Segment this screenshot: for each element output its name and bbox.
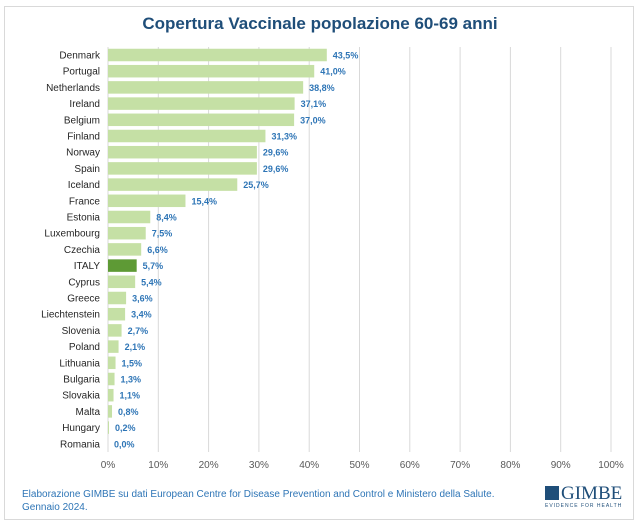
data-label: 5,4%	[141, 277, 162, 287]
source-line-2: Gennaio 2024.	[22, 502, 88, 513]
bar	[108, 243, 142, 256]
category-label: Lithuania	[59, 358, 100, 369]
data-label: 37,1%	[301, 99, 327, 109]
category-label: Belgium	[64, 115, 100, 126]
data-label: 0,0%	[114, 439, 135, 449]
category-label: Slovakia	[62, 391, 100, 402]
bar	[108, 324, 122, 337]
x-tick-label: 0%	[101, 460, 116, 471]
category-label: Spain	[74, 164, 100, 175]
logo-icon	[545, 486, 559, 500]
data-label: 1,1%	[120, 391, 141, 401]
gimbe-logo: GIMBE EVIDENCE FOR HEALTH	[545, 483, 623, 509]
category-label: Slovenia	[62, 326, 101, 337]
category-label: Luxembourg	[44, 229, 100, 240]
category-label: Poland	[69, 342, 100, 353]
bar	[108, 64, 315, 78]
category-label: Netherlands	[46, 83, 100, 94]
category-label: Finland	[67, 132, 100, 143]
data-label: 6,6%	[147, 245, 168, 255]
bar	[108, 226, 146, 240]
data-label: 41,0%	[320, 67, 346, 77]
x-tick-label: 70%	[450, 460, 470, 471]
category-label: Liechtenstein	[41, 310, 100, 321]
x-tick-label: 20%	[199, 460, 219, 471]
bar	[108, 388, 114, 402]
x-tick-label: 10%	[148, 460, 168, 471]
bar	[108, 145, 257, 159]
category-label: France	[69, 196, 101, 207]
bar	[108, 48, 327, 62]
bar	[108, 113, 295, 127]
x-tick-label: 80%	[500, 460, 520, 471]
source-note: Elaborazione GIMBE su dati European Cent…	[22, 488, 494, 514]
bar	[108, 421, 110, 434]
category-label: Portugal	[63, 67, 100, 78]
chart-frame	[4, 6, 634, 520]
source-line-1: Elaborazione GIMBE su dati European Cent…	[22, 489, 495, 500]
category-label: Ireland	[69, 99, 100, 110]
category-label: Bulgaria	[63, 375, 100, 386]
bar	[108, 307, 126, 321]
data-label: 1,5%	[122, 358, 143, 368]
x-tick-label: 60%	[400, 460, 420, 471]
data-label: 2,1%	[125, 342, 146, 352]
bar	[108, 372, 115, 386]
category-label: Czechia	[64, 245, 101, 256]
x-tick-label: 30%	[249, 460, 269, 471]
bar	[108, 259, 137, 272]
x-tick-label: 50%	[349, 460, 369, 471]
data-label: 0,2%	[115, 423, 136, 433]
data-label: 2,7%	[128, 326, 149, 336]
data-label: 43,5%	[333, 51, 359, 61]
data-label: 29,6%	[263, 148, 289, 158]
data-label: 31,3%	[271, 132, 297, 142]
category-label: ITALY	[74, 261, 101, 272]
bar	[108, 97, 295, 110]
category-label: Norway	[66, 148, 100, 159]
data-label: 29,6%	[263, 164, 289, 174]
data-label: 37,0%	[300, 115, 326, 125]
bar	[108, 405, 113, 418]
bar	[108, 129, 266, 143]
data-label: 0,8%	[118, 407, 139, 417]
category-label: Cyprus	[68, 277, 100, 288]
bar	[108, 356, 116, 370]
bar	[108, 210, 151, 224]
data-label: 3,6%	[132, 294, 153, 304]
bar	[108, 178, 238, 191]
data-label: 5,7%	[143, 261, 164, 271]
category-label: Greece	[67, 294, 100, 305]
data-label: 8,4%	[156, 213, 177, 223]
data-label: 7,5%	[152, 229, 173, 239]
category-label: Malta	[76, 407, 101, 418]
category-label: Denmark	[59, 51, 101, 62]
bar	[108, 340, 119, 353]
category-label: Iceland	[68, 180, 100, 191]
x-tick-label: 90%	[551, 460, 571, 471]
x-tick-label: 40%	[299, 460, 319, 471]
data-label: 25,7%	[243, 180, 269, 190]
chart-title: Copertura Vaccinale popolazione 60-69 an…	[142, 14, 498, 33]
category-label: Estonia	[67, 213, 101, 224]
x-tick-label: 100%	[598, 460, 624, 471]
bar	[108, 291, 127, 305]
category-label: Hungary	[62, 423, 100, 434]
bar	[108, 275, 136, 289]
data-label: 1,3%	[121, 375, 142, 385]
data-label: 15,4%	[191, 196, 217, 206]
bar	[108, 162, 257, 175]
bar	[108, 194, 186, 208]
data-label: 3,4%	[131, 310, 152, 320]
data-label: 38,8%	[309, 83, 335, 93]
category-label: Romania	[60, 439, 100, 450]
bar	[108, 81, 304, 94]
